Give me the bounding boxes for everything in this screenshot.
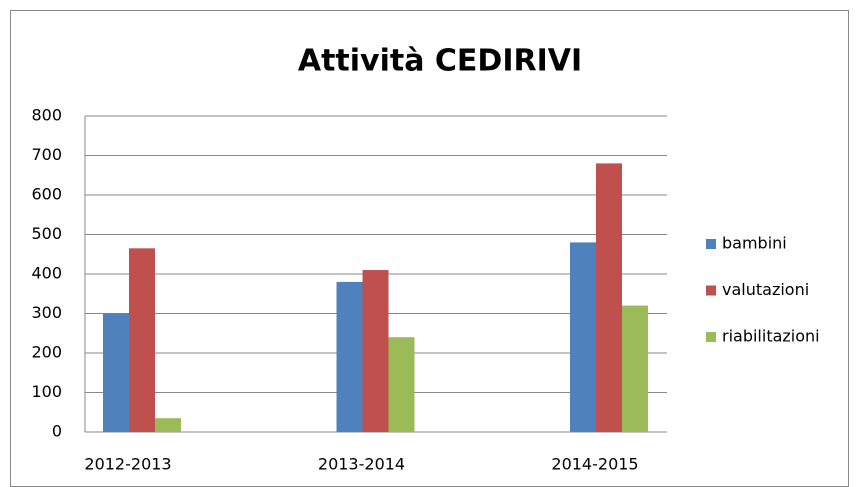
y-tick-label: 300 bbox=[31, 303, 62, 322]
bar bbox=[155, 418, 181, 432]
y-tick-label: 100 bbox=[31, 382, 62, 401]
legend-label: bambini bbox=[722, 234, 787, 253]
x-tick-label: 2012-2013 bbox=[84, 455, 171, 474]
bar bbox=[622, 305, 648, 432]
bar bbox=[336, 281, 363, 432]
bar bbox=[570, 242, 596, 432]
bar bbox=[129, 248, 155, 432]
bar bbox=[596, 163, 622, 432]
legend-label: riabilitazioni bbox=[722, 327, 820, 346]
y-tick-label: 500 bbox=[31, 224, 62, 243]
y-tick-label: 700 bbox=[31, 145, 62, 164]
y-tick-label: 600 bbox=[31, 185, 62, 204]
legend-swatch bbox=[706, 332, 716, 342]
y-tick-label: 800 bbox=[31, 106, 62, 125]
y-tick-label: 200 bbox=[31, 343, 62, 362]
legend-label: valutazioni bbox=[722, 280, 809, 299]
legend-swatch bbox=[706, 239, 716, 249]
bar bbox=[103, 313, 129, 432]
bar bbox=[362, 270, 389, 432]
legend-swatch bbox=[706, 285, 716, 296]
x-tick-label: 2013-2014 bbox=[318, 455, 405, 474]
chart-title: Attività CEDIRIVI bbox=[298, 44, 582, 79]
x-tick-label: 2014-2015 bbox=[551, 455, 638, 474]
y-tick-label: 0 bbox=[52, 422, 62, 441]
bar bbox=[388, 337, 415, 432]
y-tick-label: 400 bbox=[31, 264, 62, 283]
